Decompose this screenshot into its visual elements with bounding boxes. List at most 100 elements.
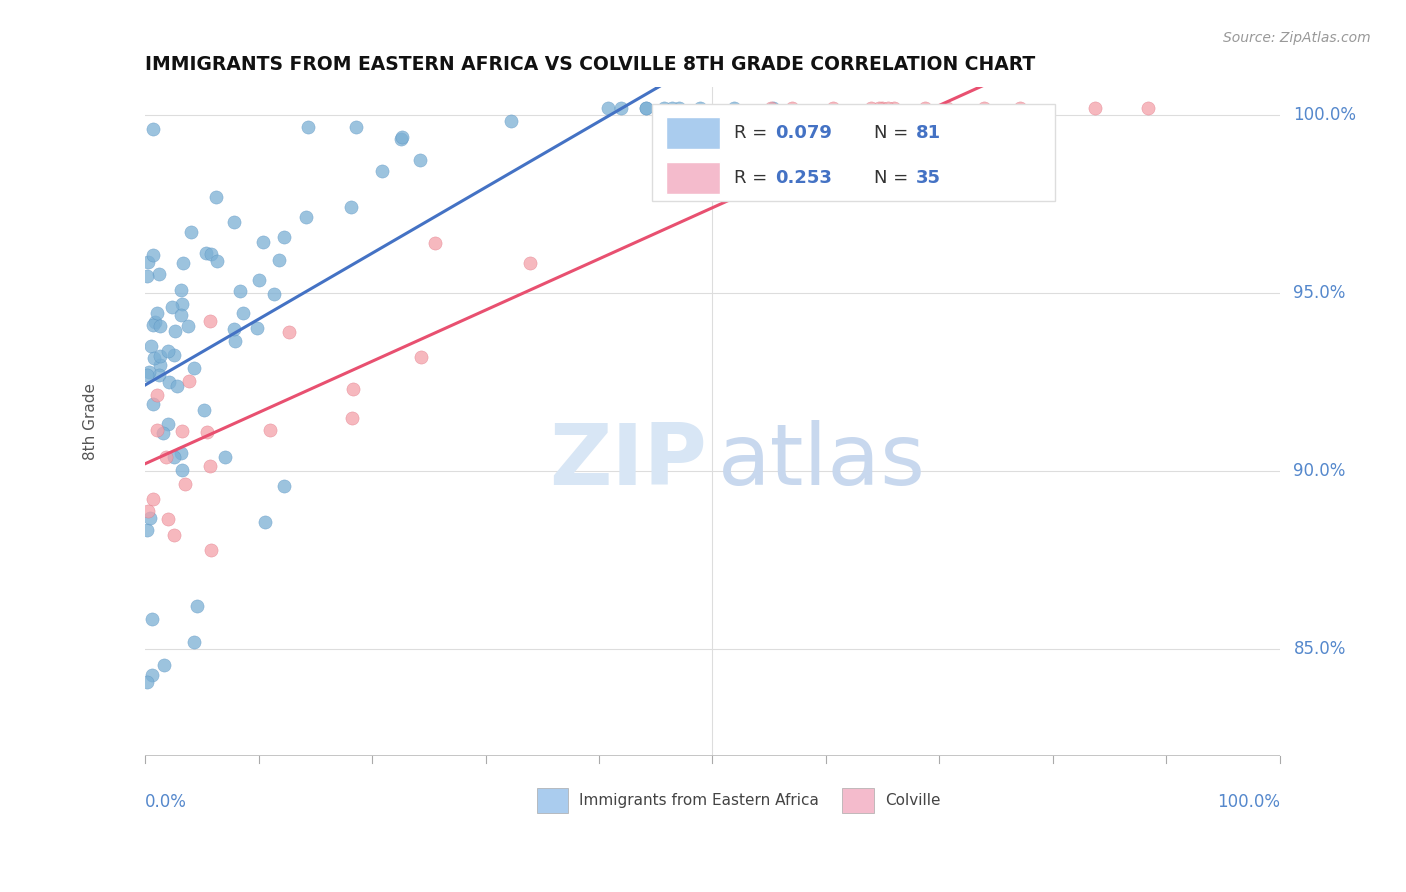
Point <box>973 101 995 115</box>
Point <box>155 450 177 465</box>
Point <box>883 101 905 115</box>
Point <box>263 287 285 301</box>
Text: 0.0%: 0.0% <box>145 793 187 811</box>
Point <box>860 101 883 115</box>
Point <box>519 256 541 270</box>
Point <box>138 365 160 379</box>
Point <box>339 201 361 215</box>
Point <box>634 101 657 115</box>
Point <box>163 450 186 464</box>
Text: Colville: Colville <box>884 793 941 808</box>
Text: 90.0%: 90.0% <box>1294 462 1346 480</box>
Text: R =: R = <box>734 169 773 186</box>
Point <box>224 334 246 348</box>
Point <box>149 318 172 333</box>
Bar <box>666 161 720 194</box>
Point <box>224 214 246 228</box>
Point <box>245 320 267 334</box>
Point <box>668 101 690 115</box>
Point <box>295 211 318 225</box>
Text: 81: 81 <box>915 124 941 142</box>
Point <box>141 668 163 682</box>
Point <box>762 101 785 115</box>
Point <box>273 479 295 493</box>
Point <box>170 308 193 322</box>
Point <box>253 515 276 529</box>
Point <box>198 313 221 327</box>
Point <box>170 283 193 297</box>
Point <box>205 254 228 268</box>
Point <box>146 387 169 401</box>
Point <box>759 101 782 115</box>
Point <box>935 101 957 115</box>
Point <box>142 248 165 262</box>
Point <box>342 383 364 397</box>
Point <box>277 326 299 340</box>
Point <box>636 101 658 115</box>
Point <box>609 101 631 115</box>
Point <box>391 130 413 145</box>
Bar <box>537 788 568 814</box>
Point <box>139 510 162 524</box>
Point <box>157 344 180 359</box>
Point <box>371 163 394 178</box>
Point <box>409 153 432 167</box>
Point <box>141 612 163 626</box>
Text: 100.0%: 100.0% <box>1294 106 1357 124</box>
Bar <box>666 117 720 149</box>
Point <box>157 512 180 526</box>
Point <box>186 599 208 613</box>
Point <box>195 425 218 440</box>
Point <box>170 463 193 477</box>
Point <box>689 101 711 115</box>
Point <box>195 246 218 260</box>
Point <box>172 297 194 311</box>
Point <box>342 411 364 425</box>
Point <box>166 379 188 393</box>
Point <box>252 235 274 249</box>
Point <box>170 446 193 460</box>
Point <box>205 190 228 204</box>
Point <box>142 351 165 365</box>
Point <box>156 417 179 431</box>
Point <box>163 348 186 362</box>
Point <box>136 368 159 383</box>
Point <box>172 255 194 269</box>
Point <box>152 425 174 440</box>
Point <box>389 132 412 146</box>
Point <box>183 360 205 375</box>
Text: 0.253: 0.253 <box>775 169 832 186</box>
Point <box>177 374 200 388</box>
Point <box>136 675 159 690</box>
Point <box>661 101 683 115</box>
Point <box>136 254 159 268</box>
Point <box>143 315 166 329</box>
Point <box>148 267 170 281</box>
Point <box>267 252 290 267</box>
Point <box>821 101 844 115</box>
Point <box>142 491 165 506</box>
Point <box>148 368 170 382</box>
Point <box>183 635 205 649</box>
Point <box>259 423 281 437</box>
Text: 0.079: 0.079 <box>775 124 832 142</box>
Point <box>180 225 202 239</box>
Point <box>148 359 170 373</box>
Text: Source: ZipAtlas.com: Source: ZipAtlas.com <box>1223 31 1371 45</box>
Point <box>229 284 252 298</box>
Text: 8th Grade: 8th Grade <box>83 383 98 460</box>
Point <box>163 324 186 338</box>
Point <box>141 318 163 333</box>
Point <box>423 236 446 251</box>
Point <box>136 523 159 537</box>
Point <box>297 120 319 134</box>
Bar <box>842 788 873 814</box>
Point <box>232 306 254 320</box>
Point <box>224 321 246 335</box>
Point <box>142 397 165 411</box>
Point <box>273 230 295 244</box>
Point <box>162 300 184 314</box>
Text: ZIP: ZIP <box>548 420 707 503</box>
Point <box>198 458 221 473</box>
Text: 35: 35 <box>915 169 941 186</box>
